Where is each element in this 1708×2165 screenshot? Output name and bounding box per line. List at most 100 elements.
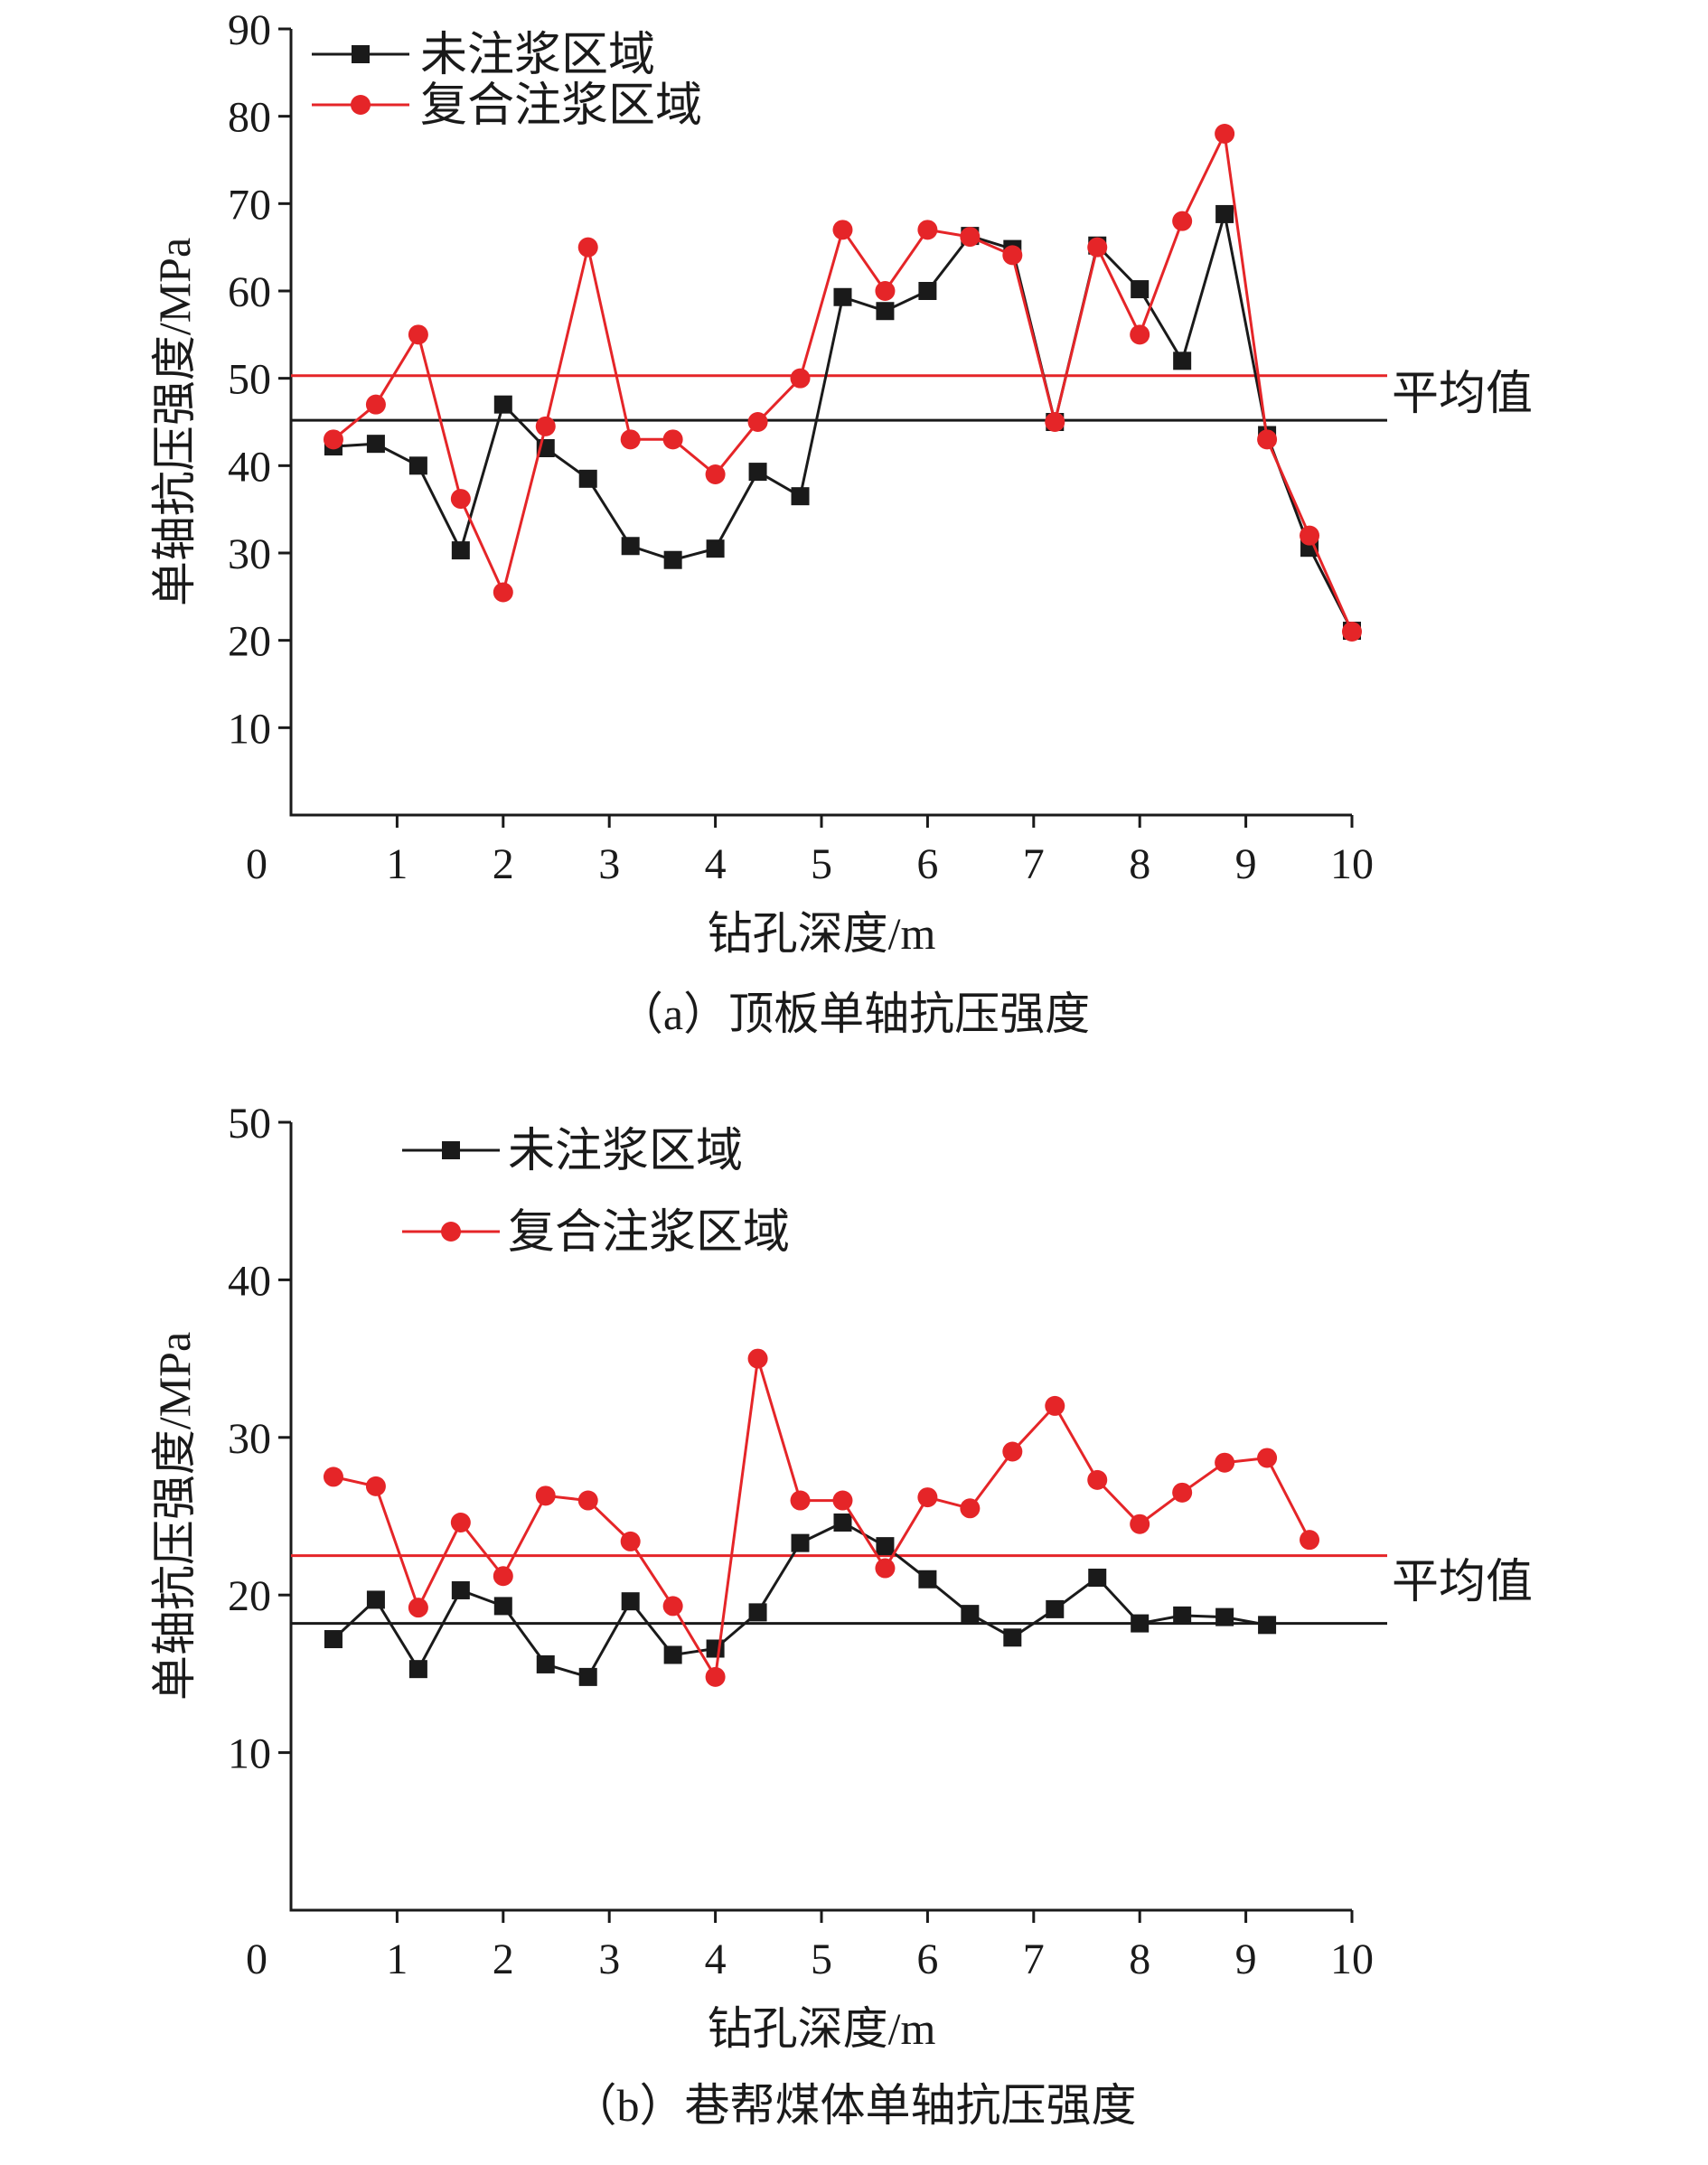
series-line — [333, 128, 1354, 633]
data-point-square — [791, 487, 810, 506]
y-tick-label: 50 — [228, 356, 271, 404]
data-point-circle — [1172, 1482, 1193, 1503]
data-point-circle — [705, 464, 726, 484]
x-tick-label: 8 — [1129, 1935, 1150, 1983]
x-axis-title: 钻孔深度/m — [708, 2003, 936, 2054]
legend-marker-square — [442, 1141, 460, 1159]
chart-a: 10 20 30 40 50 60 70 80 90 0 1 2 3 4 5 6 7 8 9 10 钻孔深度/m 单轴抗压… — [149, 6, 1533, 959]
data-point-circle — [577, 1490, 598, 1511]
data-point-circle — [365, 394, 386, 415]
data-point-circle — [493, 1566, 513, 1587]
data-point-circle — [1215, 124, 1235, 144]
data-point-square — [833, 287, 852, 306]
data-point-circle — [1087, 237, 1108, 258]
data-point-square — [791, 1533, 810, 1552]
series-line — [333, 1358, 1311, 1682]
data-point-square — [366, 1590, 385, 1609]
x-tick-label: 5 — [811, 840, 832, 888]
x-tick-label: 6 — [916, 1935, 938, 1983]
data-point-circle — [1045, 1395, 1065, 1416]
caption-a: （a）顶板单轴抗压强度 — [617, 989, 1091, 1039]
x-tick-label: 1 — [386, 840, 408, 888]
data-point-square — [1131, 280, 1150, 299]
y-tick-label: 30 — [228, 530, 271, 578]
mean-label: 平均值 — [1392, 369, 1533, 420]
data-point-circle — [408, 324, 428, 345]
data-point-circle — [790, 1490, 811, 1511]
data-point-square — [706, 1639, 725, 1658]
y-tick-label: 70 — [228, 181, 271, 229]
data-point-circle — [577, 237, 598, 258]
data-point-circle — [1300, 1530, 1320, 1551]
x-axis-title: 钻孔深度/m — [708, 908, 936, 959]
data-point-square — [1215, 1607, 1234, 1626]
data-point-circle — [662, 429, 683, 450]
data-point-circle — [960, 227, 981, 248]
data-point-circle — [1045, 412, 1065, 432]
data-point-square — [918, 282, 937, 300]
data-point-circle — [450, 1512, 471, 1532]
data-point-circle — [1342, 622, 1362, 642]
y-tick-label: 40 — [228, 1257, 271, 1305]
x-tick-label: 7 — [1023, 840, 1045, 888]
data-point-circle — [1257, 429, 1278, 450]
data-point-circle — [705, 1666, 726, 1687]
x-tick-label: 2 — [493, 1935, 514, 1983]
data-point-circle — [1257, 1448, 1278, 1468]
data-point-circle — [917, 220, 938, 240]
data-point-circle — [832, 1490, 853, 1511]
x-tick-label: 6 — [916, 840, 938, 888]
y-tick-label: 90 — [228, 6, 271, 54]
data-point-circle — [917, 1487, 938, 1508]
legend-marker-circle — [351, 95, 371, 115]
data-point-circle — [832, 220, 853, 240]
data-point-square — [961, 1605, 980, 1624]
x-tick-label: 9 — [1235, 1935, 1257, 1983]
data-point-circle — [323, 1467, 343, 1487]
x-tick-label: 0 — [246, 1935, 267, 1983]
data-point-circle — [747, 1348, 768, 1369]
legend-label: 未注浆区域 — [508, 1126, 743, 1177]
mean-label: 平均值 — [1392, 1557, 1533, 1608]
x-tick-label: 3 — [598, 840, 620, 888]
y-axis-title: 单轴抗压强度/MPa — [149, 1332, 200, 1701]
data-point-square — [1215, 204, 1234, 223]
data-point-circle — [1172, 211, 1193, 231]
x-tick-label: 8 — [1129, 840, 1150, 888]
data-point-circle — [790, 368, 811, 389]
data-point-square — [493, 395, 512, 414]
legend-marker-square — [352, 45, 370, 63]
data-point-square — [876, 1537, 895, 1556]
data-point-square — [621, 537, 640, 556]
data-point-square — [663, 1645, 682, 1664]
data-point-circle — [535, 416, 556, 436]
x-tick-label: 10 — [1330, 1935, 1374, 1983]
data-point-circle — [1130, 1514, 1150, 1534]
series-line — [333, 213, 1354, 632]
data-point-circle — [875, 281, 896, 301]
data-point-circle — [875, 1558, 896, 1579]
x-tick-label: 3 — [598, 1935, 620, 1983]
data-point-square — [451, 541, 470, 560]
data-point-square — [493, 1597, 512, 1616]
data-point-circle — [408, 1598, 428, 1618]
data-point-square — [918, 1570, 937, 1589]
x-tick-label: 4 — [705, 1935, 727, 1983]
chart-b: 10 20 30 40 50 0 1 2 3 4 5 6 7 8 9 10 钻孔深度/m 单轴抗压强度/MPa 平均… — [149, 1100, 1533, 2054]
data-point-circle — [450, 489, 471, 510]
data-point-square — [706, 539, 725, 558]
data-point-circle — [323, 429, 343, 450]
data-point-circle — [620, 1531, 641, 1551]
data-point-circle — [1300, 525, 1320, 546]
data-point-circle — [1215, 1452, 1235, 1473]
data-point-circle — [365, 1476, 386, 1496]
data-point-square — [748, 1603, 767, 1622]
x-tick-label: 4 — [705, 840, 727, 888]
data-point-square — [876, 302, 895, 321]
x-tick-label: 9 — [1235, 840, 1257, 888]
data-point-square — [621, 1592, 640, 1611]
data-point-square — [1258, 1616, 1277, 1635]
y-tick-label: 80 — [228, 94, 271, 142]
y-tick-label: 10 — [228, 1730, 271, 1778]
data-point-square — [1046, 1599, 1065, 1618]
